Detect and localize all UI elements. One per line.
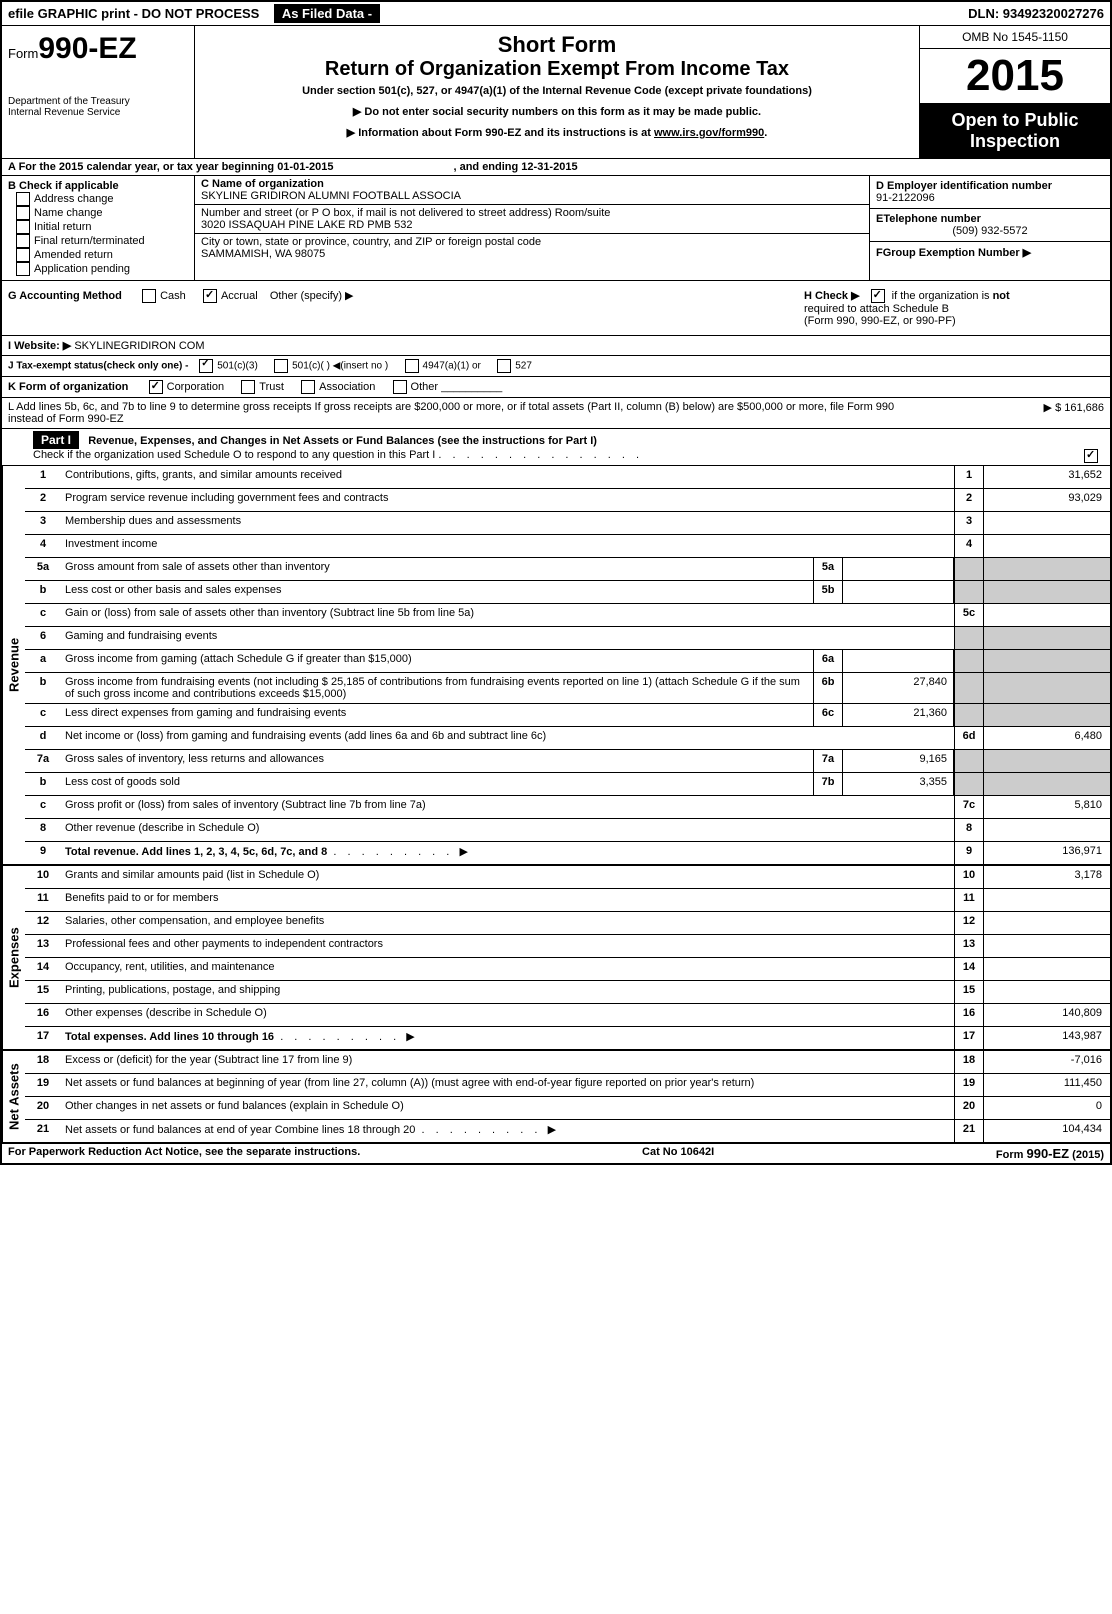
footer-center: Cat No 10642I [642, 1146, 714, 1161]
checkbox-cash[interactable] [142, 289, 156, 303]
line-8: 8Other revenue (describe in Schedule O)8 [25, 819, 1110, 842]
section-c: C Name of organization SKYLINE GRIDIRON … [195, 176, 869, 280]
checkbox-501c[interactable] [274, 359, 288, 373]
row-k: K Form of organization Corporation Trust… [2, 377, 1110, 398]
note-info: ▶ Information about Form 990-EZ and its … [205, 126, 909, 139]
checkbox-amended-return[interactable] [16, 248, 30, 262]
as-filed-badge: As Filed Data - [274, 4, 380, 23]
checkbox-other-org[interactable] [393, 380, 407, 394]
checkbox-schedule-o[interactable] [1084, 449, 1098, 463]
line-4: 4Investment income4 [25, 535, 1110, 558]
website: SKYLINEGRIDIRON COM [74, 340, 204, 352]
header-left: Form990-EZ Department of the Treasury In… [2, 26, 195, 158]
line-17: 17Total expenses. Add lines 10 through 1… [25, 1027, 1110, 1049]
line-18: 18Excess or (deficit) for the year (Subt… [25, 1051, 1110, 1074]
line-b: bLess cost or other basis and sales expe… [25, 581, 1110, 604]
header-right: OMB No 1545-1150 2015 Open to Public Ins… [919, 26, 1110, 158]
line-16: 16Other expenses (describe in Schedule O… [25, 1004, 1110, 1027]
section-expenses: Expenses 10Grants and similar amounts pa… [2, 866, 1110, 1051]
line-13: 13Professional fees and other payments t… [25, 935, 1110, 958]
group-exemption: FGroup Exemption Number ▶ [876, 247, 1031, 259]
line-3: 3Membership dues and assessments3 [25, 512, 1110, 535]
line-10: 10Grants and similar amounts paid (list … [25, 866, 1110, 889]
line-5a: 5aGross amount from sale of assets other… [25, 558, 1110, 581]
row-i: I Website: ▶ SKYLINEGRIDIRON COM [2, 336, 1110, 356]
omb-number: OMB No 1545-1150 [920, 26, 1110, 49]
line-b: bLess cost of goods sold7b3,355 [25, 773, 1110, 796]
note-ssn: ▶ Do not enter social security numbers o… [205, 105, 909, 118]
tax-year: 2015 [920, 49, 1110, 104]
line-1: 1Contributions, gifts, grants, and simil… [25, 466, 1110, 489]
form-container: efile GRAPHIC print - DO NOT PROCESS As … [0, 0, 1112, 1165]
dln: DLN: 93492320027276 [968, 6, 1104, 21]
header-center: Short Form Return of Organization Exempt… [195, 26, 919, 158]
part1-header: Part I Revenue, Expenses, and Changes in… [2, 429, 1110, 466]
line-15: 15Printing, publications, postage, and s… [25, 981, 1110, 1004]
checkbox-application-pending[interactable] [16, 262, 30, 276]
checkbox-association[interactable] [301, 380, 315, 394]
line-c: cGross profit or (loss) from sales of in… [25, 796, 1110, 819]
checkbox-h[interactable] [871, 289, 885, 303]
line-11: 11Benefits paid to or for members11 [25, 889, 1110, 912]
phone: (509) 932-5572 [876, 225, 1104, 237]
line-12: 12Salaries, other compensation, and empl… [25, 912, 1110, 935]
row-l: L Add lines 5b, 6c, and 7b to line 9 to … [2, 398, 1110, 429]
line-c: cLess direct expenses from gaming and fu… [25, 704, 1110, 727]
line-2: 2Program service revenue including gover… [25, 489, 1110, 512]
line-d: dNet income or (loss) from gaming and fu… [25, 727, 1110, 750]
header: Form990-EZ Department of the Treasury In… [2, 26, 1110, 159]
section-def: D Employer identification number 91-2122… [869, 176, 1110, 280]
under-section: Under section 501(c), 527, or 4947(a)(1)… [205, 85, 909, 97]
org-city: SAMMAMISH, WA 98075 [201, 248, 325, 260]
checkbox-4947[interactable] [405, 359, 419, 373]
checkbox-corporation[interactable] [149, 380, 163, 394]
topbar-left: efile GRAPHIC print - DO NOT PROCESS As … [8, 4, 380, 23]
checkbox-initial-return[interactable] [16, 220, 30, 234]
label-revenue: Revenue [2, 466, 25, 864]
section-netassets: Net Assets 18Excess or (deficit) for the… [2, 1051, 1110, 1144]
gross-receipts: ▶ $ 161,686 [1044, 401, 1104, 425]
checkbox-accrual[interactable] [203, 289, 217, 303]
line-a: aGross income from gaming (attach Schedu… [25, 650, 1110, 673]
line-21: 21Net assets or fund balances at end of … [25, 1120, 1110, 1142]
form-number: Form990-EZ [8, 32, 188, 66]
label-expenses: Expenses [2, 866, 25, 1049]
org-block: B Check if applicable Address change Nam… [2, 176, 1110, 281]
checkbox-address-change[interactable] [16, 192, 30, 206]
org-name: SKYLINE GRIDIRON ALUMNI FOOTBALL ASSOCIA [201, 190, 461, 202]
checkbox-trust[interactable] [241, 380, 255, 394]
line-6: 6Gaming and fundraising events [25, 627, 1110, 650]
line-20: 20Other changes in net assets or fund ba… [25, 1097, 1110, 1120]
line-7a: 7aGross sales of inventory, less returns… [25, 750, 1110, 773]
section-h: H Check ▶ if the organization is not req… [804, 289, 1104, 327]
ein: 91-2122096 [876, 192, 935, 204]
checkbox-501c3[interactable] [199, 359, 213, 373]
label-netassets: Net Assets [2, 1051, 25, 1142]
line-c: cGain or (loss) from sale of assets othe… [25, 604, 1110, 627]
top-bar: efile GRAPHIC print - DO NOT PROCESS As … [2, 2, 1110, 26]
checkbox-527[interactable] [497, 359, 511, 373]
irs-link[interactable]: www.irs.gov/form990 [654, 127, 764, 139]
line-19: 19Net assets or fund balances at beginni… [25, 1074, 1110, 1097]
short-form-title: Short Form [205, 32, 909, 58]
footer: For Paperwork Reduction Act Notice, see … [2, 1144, 1110, 1163]
inspection-badge: Open to Public Inspection [920, 104, 1110, 158]
section-b: B Check if applicable Address change Nam… [2, 176, 195, 280]
line-9: 9Total revenue. Add lines 1, 2, 3, 4, 5c… [25, 842, 1110, 864]
checkbox-name-change[interactable] [16, 206, 30, 220]
line-b: bGross income from fundraising events (n… [25, 673, 1110, 704]
footer-right: Form 990-EZ (2015) [996, 1146, 1104, 1161]
line-14: 14Occupancy, rent, utilities, and mainte… [25, 958, 1110, 981]
checkbox-final-return[interactable] [16, 234, 30, 248]
org-street: 3020 ISSAQUAH PINE LAKE RD PMB 532 [201, 219, 413, 231]
return-title: Return of Organization Exempt From Incom… [205, 58, 909, 81]
row-gh: G Accounting Method Cash Accrual Other (… [2, 281, 1110, 336]
section-revenue: Revenue 1Contributions, gifts, grants, a… [2, 466, 1110, 866]
row-j: J Tax-exempt status(check only one) - 50… [2, 356, 1110, 377]
row-a: A For the 2015 calendar year, or tax yea… [2, 159, 1110, 176]
dept-label: Department of the Treasury Internal Reve… [8, 96, 188, 118]
footer-left: For Paperwork Reduction Act Notice, see … [8, 1146, 360, 1161]
